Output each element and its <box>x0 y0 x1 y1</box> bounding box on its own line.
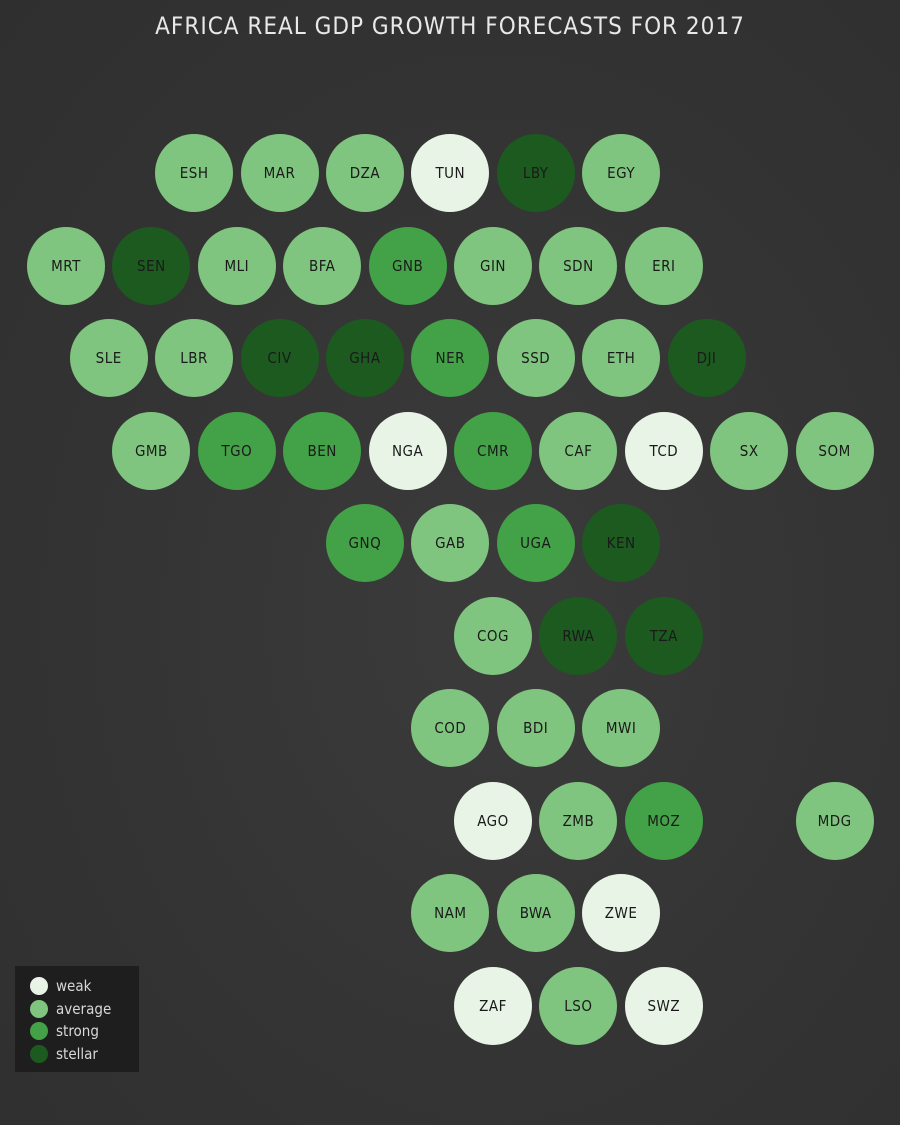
legend-item-stellar: stellar <box>30 1044 98 1064</box>
country-tile-eth: ETH <box>582 319 661 397</box>
country-tile-mar: MAR <box>240 134 319 212</box>
country-tile-bdi: BDI <box>496 689 575 767</box>
country-tile-sle: SLE <box>69 319 148 397</box>
legend-label: average <box>56 999 112 1018</box>
legend-item-average: average <box>30 999 111 1019</box>
country-tile-gnb: GNB <box>368 226 447 305</box>
legend-item-weak: weak <box>30 976 91 996</box>
country-tile-sx: SX <box>710 411 789 490</box>
country-tile-tza: TZA <box>624 596 703 675</box>
legend-item-strong: strong <box>30 1021 99 1041</box>
country-tile-zwe: ZWE <box>582 874 661 952</box>
map-title: AFRICA REAL GDP GROWTH FORECASTS FOR 201… <box>155 12 745 40</box>
country-tile-tun: TUN <box>411 134 490 212</box>
country-tile-ken: KEN <box>582 504 661 582</box>
country-tile-lso: LSO <box>539 966 618 1045</box>
country-tile-tgo: TGO <box>197 411 276 490</box>
country-tile-civ: CIV <box>240 319 319 397</box>
legend-label: strong <box>56 1022 99 1040</box>
legend-swatch-stellar <box>30 1044 48 1063</box>
country-tile-gmb: GMB <box>112 411 191 490</box>
country-tile-gha: GHA <box>325 319 404 397</box>
country-tile-dji: DJI <box>667 319 746 397</box>
country-tile-rwa: RWA <box>539 596 618 675</box>
country-tile-bwa: BWA <box>496 874 575 952</box>
country-tile-cod: COD <box>411 689 490 767</box>
country-tile-cog: COG <box>454 596 532 675</box>
country-tile-egy: EGY <box>582 134 661 212</box>
country-tile-bfa: BFA <box>283 226 362 305</box>
country-tile-cmr: CMR <box>454 411 532 490</box>
legend-swatch-strong <box>30 1022 48 1040</box>
country-tile-eri: ERI <box>624 226 703 305</box>
country-tile-gab: GAB <box>411 504 490 582</box>
country-tile-moz: MOZ <box>624 781 703 860</box>
country-tile-swz: SWZ <box>624 966 703 1045</box>
country-tile-zaf: ZAF <box>454 966 532 1045</box>
country-tile-uga: UGA <box>496 504 575 582</box>
legend-swatch-weak <box>30 977 48 995</box>
country-tile-sdn: SDN <box>539 226 618 305</box>
country-tile-ssd: SSD <box>496 319 575 397</box>
country-tile-dza: DZA <box>325 134 404 212</box>
legend: weak average strong stellar <box>15 966 139 1072</box>
country-tile-lbr: LBR <box>155 319 234 397</box>
country-tile-mli: MLI <box>197 226 276 305</box>
country-tile-tcd: TCD <box>624 411 703 490</box>
country-tile-mrt: MRT <box>27 226 105 305</box>
country-tile-caf: CAF <box>539 411 618 490</box>
country-tile-gnq: GNQ <box>325 504 404 582</box>
country-tile-nga: NGA <box>368 411 447 490</box>
legend-swatch-average <box>30 999 48 1018</box>
country-tile-esh: ESH <box>155 134 234 212</box>
country-tile-ben: BEN <box>283 411 362 490</box>
country-tile-zmb: ZMB <box>539 781 618 860</box>
country-tile-lby: LBY <box>496 134 575 212</box>
country-tile-ago: AGO <box>454 781 532 860</box>
country-tile-mdg: MDG <box>795 781 874 860</box>
country-tile-mwi: MWI <box>582 689 661 767</box>
country-tile-gin: GIN <box>454 226 532 305</box>
country-tile-ner: NER <box>411 319 490 397</box>
legend-label: stellar <box>56 1044 98 1063</box>
legend-label: weak <box>56 977 92 995</box>
country-tile-nam: NAM <box>411 874 490 952</box>
country-tile-sen: SEN <box>112 226 191 305</box>
country-tile-som: SOM <box>795 411 874 490</box>
